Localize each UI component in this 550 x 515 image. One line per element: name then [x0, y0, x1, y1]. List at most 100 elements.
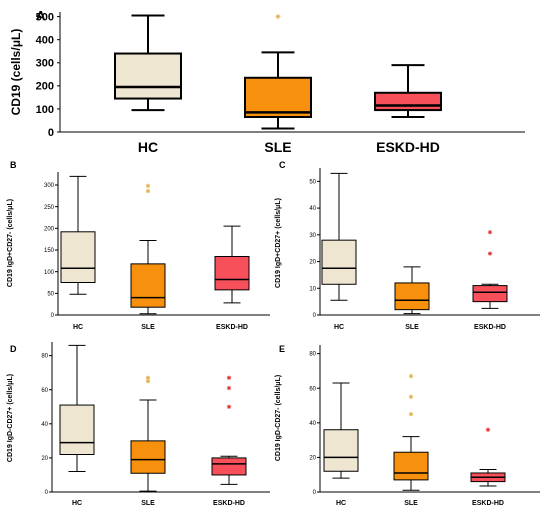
box-hc [60, 175, 96, 295]
outlier-point [408, 373, 414, 379]
panel-d: 0 20 40 60 80 D CD19 IgD-CD27+ (cells/μL) HC SLE… [7, 342, 270, 507]
y-tick-label: 80 [309, 352, 316, 358]
y-tick-label: 60 [309, 386, 316, 392]
outlier-point [226, 385, 232, 391]
box-iqr [393, 451, 429, 481]
panel-c: 0 10 20 30 40 50 C CD19 IgD+CD27+ (cells/μL) HC S… [275, 160, 540, 331]
y-axis-label: CD19 (cells/μL) [9, 29, 23, 116]
category-label: HC [138, 139, 158, 155]
panel-letter: A [36, 8, 46, 23]
y-tick-label: 0 [51, 313, 55, 319]
outlier-point [408, 394, 414, 400]
category-label: SLE [404, 500, 418, 507]
y-tick-label: 100 [44, 270, 55, 276]
y-tick-label: 20 [41, 456, 48, 462]
box-hc [114, 14, 182, 112]
box-iqr [59, 404, 95, 455]
box-iqr [114, 52, 182, 100]
y-tick-label: 60 [41, 388, 48, 394]
panel-b: 0 50 100 150 200 250 300 B CD19 IgD+CD27- (cells… [7, 160, 270, 331]
box-iqr [130, 263, 166, 308]
y-tick-label: 50 [47, 291, 54, 297]
outlier-point [145, 375, 151, 380]
y-tick-label: 500 [36, 11, 54, 23]
category-label: HC [334, 324, 344, 331]
box-iqr [394, 282, 430, 311]
box-iqr [374, 91, 442, 112]
outlier-point [226, 404, 232, 409]
box-eskd-hd [374, 64, 442, 118]
outlier-point [145, 379, 151, 384]
box-iqr [214, 256, 250, 291]
category-label: ESKD-HD [472, 500, 504, 507]
box-sle [130, 375, 166, 492]
category-label: SLE [141, 324, 155, 331]
y-tick-label: 300 [36, 58, 54, 70]
category-label: SLE [264, 139, 291, 155]
outlier-point [226, 375, 232, 380]
category-label: ESKD-HD [474, 324, 506, 331]
category-label: HC [73, 324, 83, 331]
outlier-point [485, 427, 491, 432]
y-tick-label: 20 [309, 260, 316, 266]
panel-letter: D [10, 344, 17, 354]
y-tick-label: 80 [41, 354, 48, 360]
y-tick-label: 0 [48, 127, 54, 139]
y-tick-label: 250 [44, 205, 55, 211]
outlier-point [487, 229, 493, 235]
category-label: HC [72, 500, 82, 507]
outlier-point [145, 183, 151, 189]
y-tick-label: 0 [313, 313, 317, 319]
y-tick-label: 0 [313, 490, 317, 496]
y-tick-label: 40 [309, 421, 316, 427]
y-tick-label: 150 [44, 248, 55, 254]
box-iqr [472, 285, 508, 303]
y-tick-label: 10 [309, 286, 316, 292]
panel-letter: E [279, 344, 285, 354]
y-tick-label: 200 [36, 81, 54, 93]
box-sle [393, 373, 429, 491]
box-sle [244, 14, 312, 130]
box-hc [321, 172, 357, 301]
y-axis-label: CD19 IgD-CD27+ (cells/μL) [7, 374, 14, 462]
category-label: ESKD-HD [376, 139, 440, 155]
box-iqr [130, 440, 166, 474]
outlier-point [145, 188, 151, 194]
category-label: HC [336, 500, 346, 507]
panel-e: 0 20 40 60 80 E CD19 IgD-CD27- (cells/μL) HC SLE… [275, 344, 540, 507]
box-eskd-hd [470, 427, 506, 487]
box-iqr [60, 231, 96, 284]
category-label: ESKD-HD [216, 324, 248, 331]
y-tick-label: 40 [309, 206, 316, 212]
panel-letter: B [10, 160, 17, 170]
box-iqr [323, 429, 359, 472]
y-axis-label: CD19 IgD+CD27+ (cells/μL) [275, 198, 282, 288]
box-iqr [244, 76, 312, 119]
y-tick-label: 400 [36, 35, 54, 47]
y-tick-label: 300 [44, 183, 55, 189]
category-label: SLE [141, 500, 155, 507]
box-hc [59, 344, 95, 473]
box-sle [130, 183, 166, 315]
box-sle [394, 266, 430, 315]
y-tick-label: 20 [309, 456, 316, 462]
y-tick-label: 200 [44, 226, 55, 232]
y-tick-label: 100 [36, 104, 54, 116]
box-eskd-hd [472, 229, 508, 309]
outlier-point [275, 14, 281, 20]
box-iqr [321, 239, 357, 285]
y-tick-label: 30 [309, 233, 316, 239]
y-tick-label: 40 [41, 422, 48, 428]
y-tick-label: 50 [309, 179, 316, 185]
y-axis-label: CD19 IgD-CD27- (cells/μL) [275, 375, 282, 461]
y-axis-label: CD19 IgD+CD27- (cells/μL) [7, 199, 14, 287]
category-label: SLE [405, 324, 419, 331]
y-tick-label: 0 [45, 490, 49, 496]
panel-letter: C [279, 160, 286, 170]
box-eskd-hd [214, 225, 250, 304]
category-label: ESKD-HD [213, 500, 245, 507]
outlier-point [487, 251, 493, 256]
box-iqr [211, 457, 247, 476]
